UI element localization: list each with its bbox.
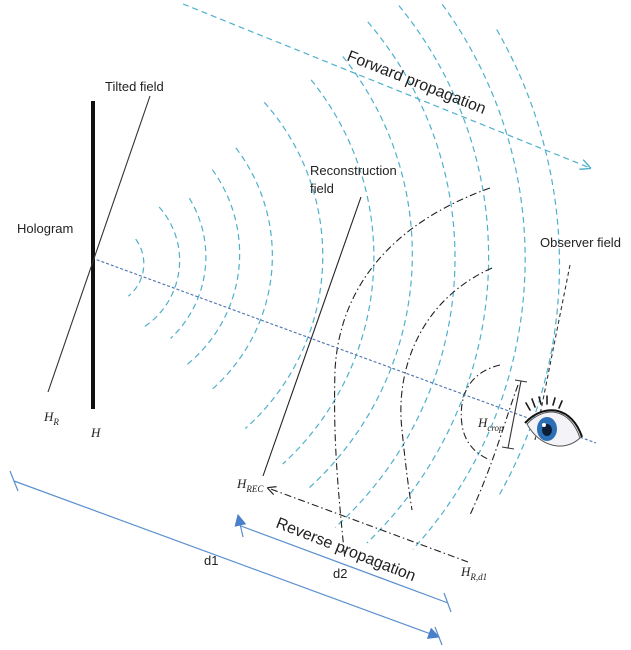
wavefront-arc: [412, 4, 526, 550]
hologram-label: Hologram: [17, 221, 73, 236]
reconstruction-label-line1: Reconstruction: [310, 163, 397, 178]
d2-label: d2: [333, 566, 347, 581]
tilted-field-line: [47, 95, 151, 393]
wavefront-arc: [127, 238, 145, 297]
observer-field-line: [534, 264, 571, 441]
wavefront-arc: [282, 79, 375, 465]
wavefront-arc: [366, 5, 490, 544]
hrd1-label: HR,d1: [460, 564, 487, 582]
forward-propagation-arrow: [182, 3, 590, 168]
wavefront-arc: [306, 56, 413, 490]
wavefront-arc: [170, 197, 207, 339]
wavefront-arc: [142, 206, 181, 329]
hcrop-label: Hcrop: [477, 415, 504, 433]
forward-propagation-label: Forward propagation: [345, 48, 489, 118]
wavefront-arc: [244, 101, 324, 429]
hrec-label: HREC: [236, 476, 264, 494]
reconstruction-label-line2: field: [310, 181, 334, 196]
wavefront-arc: [496, 29, 561, 496]
dimension-d2: [234, 513, 452, 613]
wavefront-arc: [210, 147, 273, 391]
wavefronts: [127, 4, 561, 550]
reconstruction-field-line: [262, 196, 362, 477]
wavefront-arc: [185, 169, 241, 367]
reverse-propagation-arrow: [268, 488, 469, 563]
wavefront-arc: [334, 21, 456, 528]
tilted-field-label: Tilted field: [105, 79, 164, 94]
observer-arc: [469, 384, 519, 516]
d1-label: d1: [204, 553, 218, 568]
observer-arc: [400, 267, 493, 511]
dimension-d1: [9, 470, 443, 646]
observer-field-label: Observer field: [540, 235, 621, 250]
crop-bracket: [501, 379, 528, 450]
observer-wavefronts: [334, 187, 519, 561]
observer-arc: [334, 187, 491, 561]
h-label: H: [90, 425, 101, 440]
optical-axis: [91, 257, 597, 444]
observer-arc: [460, 364, 501, 461]
hr-label: HR: [43, 409, 59, 427]
eye-icon: [524, 395, 583, 447]
